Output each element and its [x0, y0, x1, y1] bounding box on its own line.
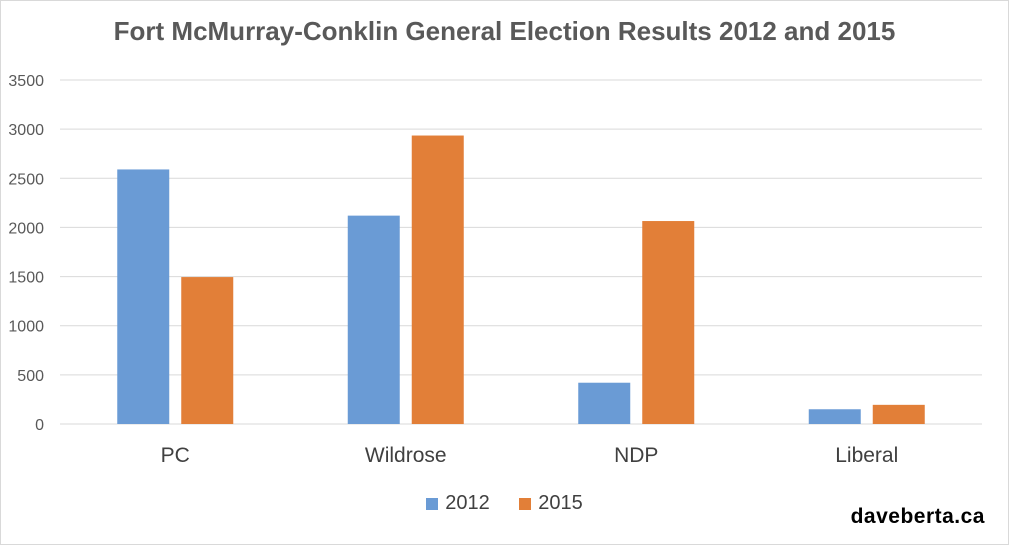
- x-tick-label: Wildrose: [365, 444, 447, 467]
- bar-wildrose-2012: [347, 215, 400, 424]
- legend: 2012 2015: [0, 492, 1009, 516]
- y-tick-label: 2000: [8, 220, 44, 237]
- legend-swatch-2015: [519, 497, 532, 510]
- y-tick-label: 1500: [8, 270, 44, 287]
- bar-liberal-2012: [808, 409, 861, 424]
- legend-item-2012: 2012: [426, 492, 490, 515]
- legend-label-2015: 2015: [538, 492, 583, 514]
- y-tick-label: 2500: [8, 171, 44, 188]
- legend-swatch-2012: [426, 497, 439, 510]
- bar-ndp-2012: [578, 382, 631, 424]
- watermark: daveberta.ca: [850, 505, 985, 528]
- bar-wildrose-2015: [411, 135, 464, 424]
- y-tick-label: 3000: [8, 122, 44, 139]
- x-tick-label: PC: [161, 444, 190, 467]
- chart-title: Fort McMurray-Conklin General Election R…: [113, 16, 896, 46]
- bar-liberal-2015: [872, 404, 925, 424]
- legend-item-2015: 2015: [519, 492, 583, 515]
- x-tick-label: Liberal: [835, 444, 898, 467]
- legend-label-2012: 2012: [445, 492, 490, 514]
- x-tick-label: NDP: [614, 444, 658, 467]
- bar-ndp-2015: [642, 221, 695, 424]
- bar-pc-2015: [181, 277, 234, 424]
- y-tick-label: 500: [17, 368, 44, 385]
- y-tick-label: 3500: [8, 73, 44, 90]
- y-tick-label: 1000: [8, 319, 44, 336]
- y-tick-label: 0: [35, 417, 44, 434]
- bar-pc-2012: [117, 169, 170, 424]
